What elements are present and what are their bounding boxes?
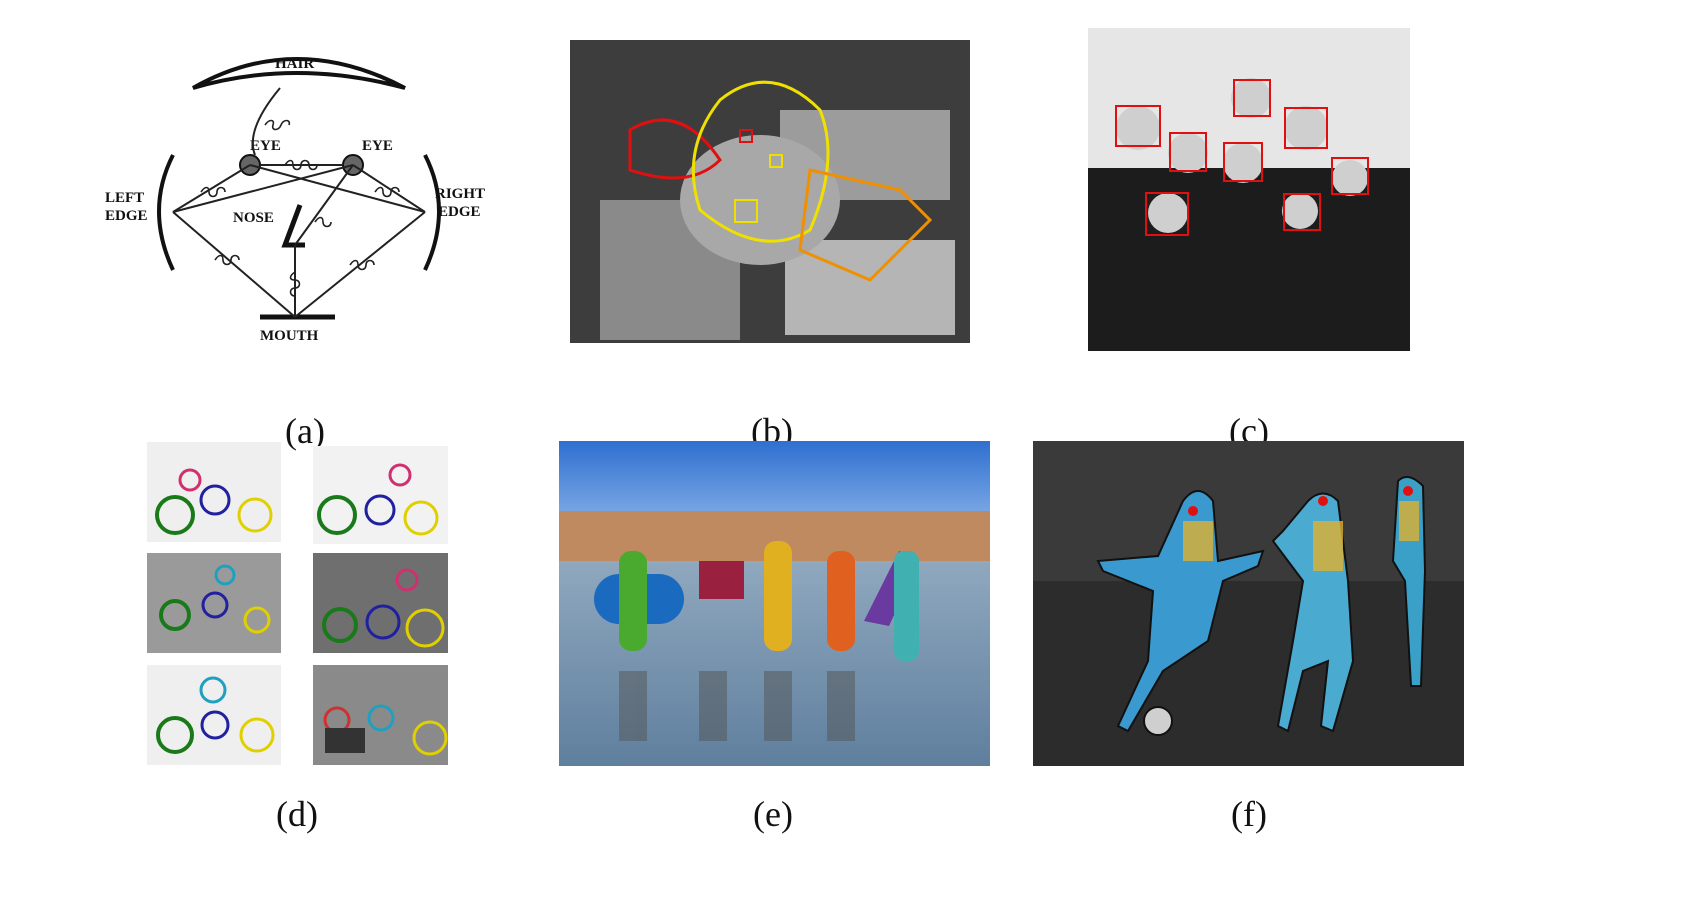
panel-d-grid	[145, 440, 450, 767]
panel-a-face-model: HAIR LEFT EDGE RIGHT EDGE EYE EYE NOSE M…	[105, 40, 505, 385]
moto-thumb-6	[313, 665, 448, 765]
nose-label: NOSE	[233, 210, 274, 226]
moto-thumb-1	[147, 442, 281, 542]
left-edge-label-1: LEFT	[105, 190, 144, 206]
panel-c-photo	[1088, 28, 1410, 351]
eye-right-label: EYE	[362, 138, 393, 154]
caption-d: (d)	[276, 794, 318, 834]
hair-label: HAIR	[275, 56, 314, 72]
caption-a: (a)	[285, 411, 325, 451]
left-edge-label-2: EDGE	[105, 208, 148, 224]
eye-left-label: EYE	[250, 138, 281, 154]
hair-shape	[192, 57, 406, 90]
right-edge-label-2: EDGE	[438, 204, 481, 220]
moto-thumb-4	[313, 553, 448, 653]
panel-e-photo	[559, 441, 990, 766]
moto-thumb-3	[147, 553, 281, 653]
right-edge-label-1: RIGHT	[435, 186, 485, 202]
caption-e: (e)	[753, 794, 793, 834]
panel-b-photo	[570, 40, 970, 343]
moto-thumb-2	[313, 446, 448, 544]
moto-thumb-5	[147, 665, 281, 765]
mouth-label: MOUTH	[260, 328, 319, 344]
caption-f: (f)	[1231, 794, 1267, 834]
panel-f-photo	[1033, 441, 1464, 766]
